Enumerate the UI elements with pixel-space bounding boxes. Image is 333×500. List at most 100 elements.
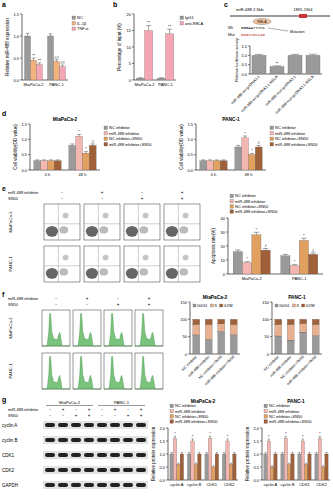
title: MiaPaCa-2 [191,399,216,404]
band [71,483,81,487]
cell-cluster [143,213,149,219]
error-bar [223,452,225,454]
error-bar [291,452,293,454]
x-tick-label: cyclin A [264,482,278,487]
y-tick-label: 0 [223,272,226,277]
sign: + [127,413,130,418]
legend-label: NC inhibitor+SN50 [275,136,309,141]
x-tick-label: CDK2 [316,482,327,487]
bar [255,147,262,170]
sign: - [117,296,119,301]
band [45,468,55,472]
bar [264,454,267,480]
y-tick-label: 0.0 [241,72,247,77]
bars [25,33,66,80]
legend-swatch [264,409,268,413]
protein-label: cyclin B [2,438,18,443]
plot-frame [164,246,200,282]
error-line [57,159,58,161]
bar [48,36,54,80]
error-bar [299,452,301,454]
title: MiaPaCa-2 [53,117,78,122]
band [97,468,107,472]
error-cap [322,465,324,466]
error-bar [49,34,53,36]
sign: - [101,413,103,418]
y-tick-label: 1.0 [241,53,247,58]
annotation: ** [275,61,279,66]
y-tick-label: 1.5 [13,12,19,17]
quadrant-line [44,223,80,224]
factor-label: RELA [257,20,267,24]
bar [284,438,287,480]
legend-label: NC [77,15,83,20]
legend: NCIL-1βTNF-α [72,15,89,31]
bar [198,454,201,480]
band [84,453,94,457]
bar [136,78,144,80]
blot-strip [43,436,148,444]
error-bar [42,159,46,161]
error-cap [35,159,39,160]
bar-segment [287,325,294,341]
annotation: * [303,233,305,238]
bar [281,454,284,480]
bar [205,454,208,480]
site-label: 1895-1904 [293,7,313,12]
mutation-label: Mutation [290,30,305,34]
plot-frame [84,204,120,240]
error-cap [208,159,212,160]
sign: - [86,302,88,307]
error-line [256,232,257,235]
error-bar [192,439,194,441]
histogram-shape [73,357,101,389]
sign: - [127,407,129,412]
bar-segment [300,323,307,332]
error-bar [91,144,95,146]
bars [193,319,237,354]
factor-label: SN50 [8,413,19,418]
y-tick-label: 0.5 [159,465,165,470]
error-line [37,159,38,161]
bar [177,464,180,480]
legend-swatch [230,205,234,209]
y-tick-label: 150 [180,300,187,305]
x-tick-label: 0 h [45,172,51,177]
histogram [104,353,132,389]
y-tick-label: 20 [221,244,226,249]
bar-segment [300,319,307,323]
error-line [295,54,296,56]
band [110,483,120,487]
protein-label: GAPDH [2,483,18,488]
error-cap [188,452,190,453]
histogram-shape [42,314,70,346]
x-tick-label: cyclin A [170,482,184,487]
quadrant-line [164,223,200,224]
bar-segment [205,325,212,340]
x-tick-label: MiaPaCa-2 [242,276,263,281]
error-line [224,452,225,454]
y-tick-label: 0.0 [159,478,165,483]
y-tick-label: 150 [262,300,269,305]
sign: - [55,296,57,301]
bar-segment [218,324,225,332]
y-tick-label: 0.5 [13,56,19,61]
legend-swatch [230,199,234,203]
plot-frame [104,353,132,389]
histogram [73,353,101,389]
bar [25,36,31,80]
x-tick-label: cyclin B [187,482,201,487]
error-cap [271,465,273,466]
x-tick-label: miR-488-mut+pcDNA3.1-RELA [275,75,315,115]
y-tick-label: 40 [221,216,226,221]
group-line [46,405,93,406]
bars [170,436,236,480]
bar [270,67,284,74]
legend-swatch [72,22,76,26]
legend-swatch [193,304,196,307]
bar [242,263,251,274]
band [84,423,94,427]
cell-cluster [63,255,69,261]
annotation: ** [168,24,172,29]
legend-label: miR-488 inhibitor+SN50 [235,209,278,214]
